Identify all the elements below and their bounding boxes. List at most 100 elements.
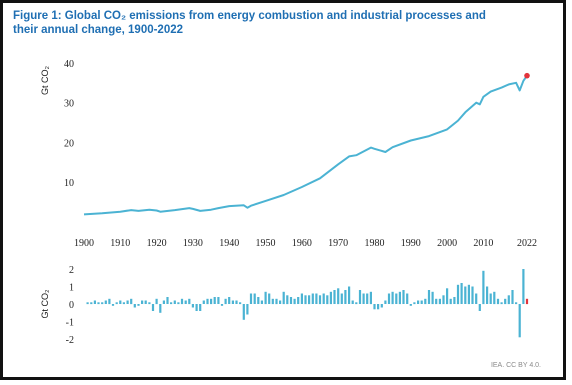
bar-annual-change (300, 293, 303, 304)
bar-annual-change (424, 298, 427, 305)
bar-annual-change (210, 298, 213, 305)
bar-annual-change (322, 293, 325, 304)
y-tick-label-bottom: 0 (69, 300, 74, 311)
bar-annual-change (478, 304, 481, 311)
bar-annual-change (282, 291, 285, 305)
x-tick-label: 2000 (437, 238, 457, 249)
bar-annual-change (86, 302, 89, 305)
bar-annual-change (471, 286, 474, 304)
bar-annual-change (199, 304, 202, 311)
bar-annual-change (486, 286, 489, 304)
bar-annual-change (191, 304, 194, 308)
bar-annual-change (228, 297, 231, 304)
bar-annual-change (188, 298, 191, 305)
bar-annual-change (101, 302, 104, 305)
y-tick-label-top: 10 (64, 178, 74, 189)
bar-annual-change (417, 300, 420, 304)
source-credit: IEA. CC BY 4.0. (490, 362, 541, 369)
emissions-line (83, 75, 528, 216)
bar-annual-change (377, 304, 380, 310)
highlight-point-2022 (524, 72, 530, 79)
bar-annual-change (257, 297, 260, 304)
bar-annual-change (271, 298, 274, 305)
bar-annual-change (467, 284, 470, 305)
bar-annual-change (133, 304, 136, 308)
bar-annual-change (130, 298, 133, 305)
bar-annual-change (413, 302, 416, 305)
bar-annual-change (144, 300, 147, 304)
bar-annual-change (224, 298, 227, 305)
bar-annual-change (151, 304, 155, 311)
bar-annual-change (326, 295, 329, 305)
bar-annual-change (184, 300, 187, 304)
bar-annual-change (362, 293, 365, 304)
y-tick-label-top: 40 (64, 59, 74, 70)
bar-annual-change (111, 304, 115, 306)
bar-annual-change (239, 302, 242, 305)
bar-annual-change (496, 298, 500, 305)
bar-annual-change (522, 269, 525, 304)
bar-annual-change (409, 304, 412, 306)
x-tick-label: 1970 (328, 238, 348, 249)
bar-annual-change (213, 297, 216, 304)
bar-annual-change (387, 293, 391, 304)
bar-annual-change (515, 302, 518, 305)
bar-annual-change (348, 286, 351, 304)
bar-annual-change (264, 291, 267, 305)
bar-annual-change (217, 297, 220, 304)
bar-annual-change (260, 300, 263, 304)
bar-annual-change (315, 293, 318, 304)
y-tick-label-top: 20 (64, 138, 74, 149)
bar-annual-change (268, 293, 271, 304)
bar-annual-change (395, 293, 398, 304)
x-tick-label: 1950 (256, 238, 276, 249)
bar-annual-change (170, 302, 173, 305)
x-tick-label: 1990 (401, 238, 421, 249)
bar-annual-change (104, 300, 107, 304)
bar-annual-change (351, 300, 354, 304)
bar-annual-change (518, 304, 521, 338)
bar-annual-change (446, 288, 449, 305)
bar-annual-change (235, 300, 238, 304)
bar-annual-change (449, 298, 452, 305)
bar-annual-change (195, 304, 198, 311)
title-line-1: Figure 1: Global CO₂ emissions from ener… (13, 10, 486, 22)
bar-annual-change (358, 290, 362, 304)
bar-annual-change (380, 304, 383, 308)
bar-annual-change (435, 298, 438, 305)
bar-change-2022 (525, 298, 529, 305)
bar-annual-change (427, 290, 431, 304)
bar-annual-change (177, 302, 180, 305)
bar-annual-change (308, 295, 311, 305)
bar-annual-change (206, 298, 209, 305)
bar-annual-change (155, 298, 158, 305)
bar-annual-change (340, 293, 343, 304)
bar-annual-change (108, 298, 111, 305)
bar-annual-change (289, 297, 293, 304)
bar-annual-change (456, 284, 460, 305)
bar-annual-change (329, 291, 332, 305)
bar-annual-change (293, 298, 296, 305)
bar-annual-change (460, 283, 463, 304)
bar-annual-change (511, 290, 514, 304)
bar-annual-change (90, 302, 93, 305)
bar-annual-change (333, 290, 336, 304)
x-tick-label: 1900 (74, 238, 94, 249)
bar-annual-change (453, 297, 456, 304)
bar-annual-change (220, 304, 224, 306)
bar-annual-change (398, 291, 401, 305)
bar-annual-change (438, 298, 441, 305)
bar-annual-change (464, 286, 467, 304)
bar-annual-change (406, 293, 409, 304)
bar-annual-change (286, 295, 289, 305)
bar-annual-change (504, 298, 507, 305)
bar-annual-change (475, 293, 478, 304)
bar-annual-change (253, 293, 256, 304)
bar-annual-change (93, 300, 96, 304)
bar-annual-change (159, 304, 162, 313)
bar-annual-change (318, 295, 322, 305)
bar-annual-change (344, 290, 347, 304)
x-tick-label: 1940 (219, 238, 239, 249)
bar-annual-change (148, 302, 151, 305)
